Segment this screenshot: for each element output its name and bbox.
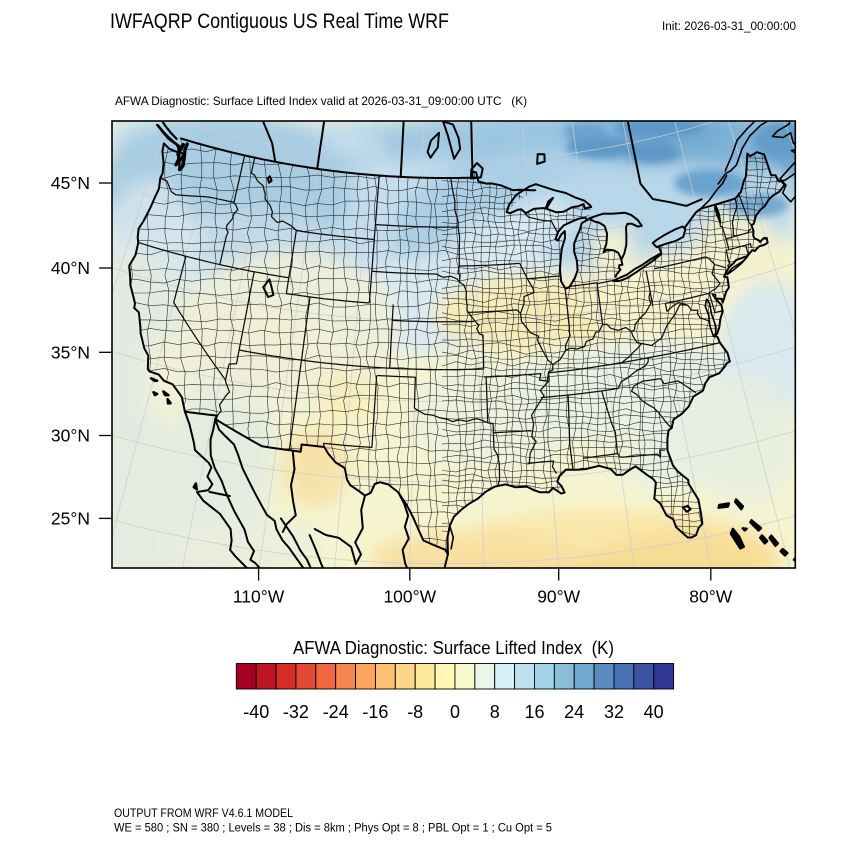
svg-text:40: 40 xyxy=(644,702,664,722)
svg-text:AFWA Diagnostic: Surface Lifte: AFWA Diagnostic: Surface Lifted Index va… xyxy=(115,94,527,108)
svg-text:-8: -8 xyxy=(407,702,423,722)
svg-text:32: 32 xyxy=(604,702,624,722)
svg-text:25°N: 25°N xyxy=(51,509,90,529)
svg-text:110°W: 110°W xyxy=(233,587,285,607)
svg-text:0: 0 xyxy=(450,702,460,722)
svg-text:90°W: 90°W xyxy=(537,587,580,607)
svg-text:-16: -16 xyxy=(362,702,388,722)
svg-text:80°W: 80°W xyxy=(689,587,732,607)
svg-text:35°N: 35°N xyxy=(51,343,90,363)
svg-text:24: 24 xyxy=(564,702,584,722)
svg-text:-40: -40 xyxy=(243,702,269,722)
svg-text:100°W: 100°W xyxy=(383,587,436,607)
svg-text:IWFAQRP Contiguous US Real Tim: IWFAQRP Contiguous US Real Time WRF xyxy=(110,10,449,33)
svg-text:8: 8 xyxy=(490,702,500,722)
svg-text:-24: -24 xyxy=(323,702,349,722)
svg-text:16: 16 xyxy=(524,702,544,722)
svg-text:40°N: 40°N xyxy=(51,258,90,278)
svg-text:WE = 580 ; SN = 380 ; Levels =: WE = 580 ; SN = 380 ; Levels = 38 ; Dis … xyxy=(114,823,552,835)
svg-text:Init: 2026-03-31_00:00:00: Init: 2026-03-31_00:00:00 xyxy=(662,21,796,33)
svg-text:OUTPUT FROM WRF V4.6.1 MODEL: OUTPUT FROM WRF V4.6.1 MODEL xyxy=(114,808,294,820)
svg-text:-32: -32 xyxy=(283,702,309,722)
svg-text:45°N: 45°N xyxy=(51,173,90,193)
svg-text:AFWA Diagnostic: Surface Lifte: AFWA Diagnostic: Surface Lifted Index (K… xyxy=(293,638,614,658)
svg-text:30°N: 30°N xyxy=(51,426,90,446)
